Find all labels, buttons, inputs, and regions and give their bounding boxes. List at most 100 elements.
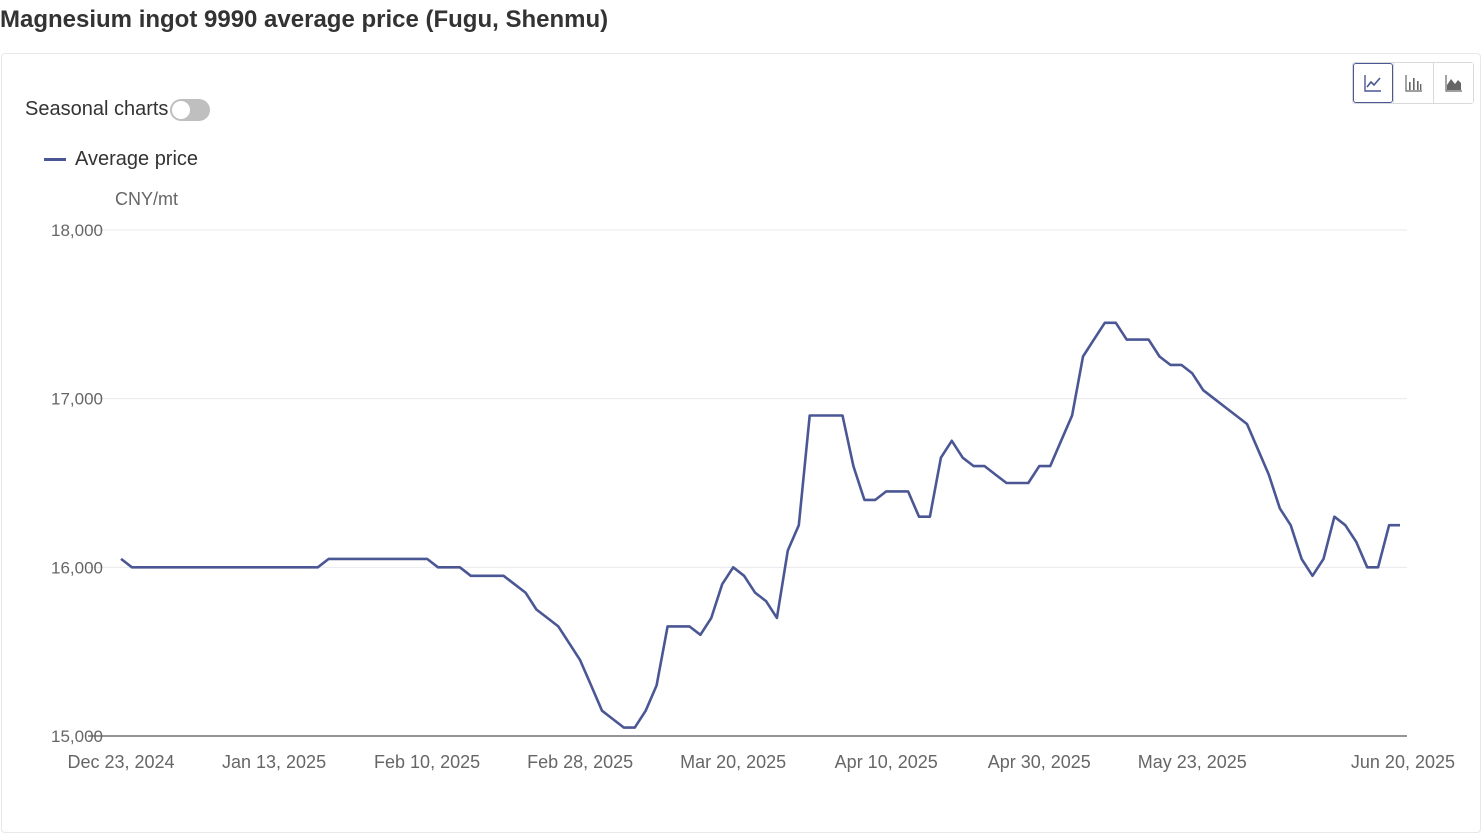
data-point[interactable] <box>643 708 649 714</box>
data-point[interactable] <box>555 623 561 629</box>
data-point[interactable] <box>260 564 266 570</box>
data-point[interactable] <box>938 455 944 461</box>
data-point[interactable] <box>916 514 922 520</box>
data-point[interactable] <box>380 556 386 562</box>
data-point[interactable] <box>1233 413 1239 419</box>
data-point[interactable] <box>271 564 277 570</box>
data-point[interactable] <box>960 455 966 461</box>
data-point[interactable] <box>533 607 539 613</box>
data-point[interactable] <box>435 564 441 570</box>
data-point[interactable] <box>1080 354 1086 360</box>
data-point[interactable] <box>326 556 332 562</box>
seasonal-charts-toggle[interactable] <box>170 98 211 121</box>
data-point[interactable] <box>304 564 310 570</box>
data-point[interactable] <box>1244 421 1250 427</box>
data-point[interactable] <box>369 556 375 562</box>
data-point[interactable] <box>763 598 769 604</box>
data-point[interactable] <box>1211 396 1217 402</box>
data-point[interactable] <box>129 564 135 570</box>
data-point[interactable] <box>391 556 397 562</box>
data-point[interactable] <box>894 488 900 494</box>
data-point[interactable] <box>818 413 824 419</box>
data-point[interactable] <box>173 564 179 570</box>
data-point[interactable] <box>1386 522 1392 528</box>
data-point[interactable] <box>1277 505 1283 511</box>
data-point[interactable] <box>588 682 594 688</box>
data-point[interactable] <box>1036 463 1042 469</box>
data-point[interactable] <box>577 657 583 663</box>
data-point[interactable] <box>1124 337 1130 343</box>
data-point[interactable] <box>993 472 999 478</box>
data-point[interactable] <box>697 632 703 638</box>
data-point[interactable] <box>151 564 157 570</box>
data-point[interactable] <box>1397 522 1403 528</box>
data-point[interactable] <box>479 573 485 579</box>
data-point[interactable] <box>184 564 190 570</box>
data-point[interactable] <box>686 623 692 629</box>
data-point[interactable] <box>654 682 660 688</box>
data-point[interactable] <box>1102 320 1108 326</box>
data-point[interactable] <box>599 708 605 714</box>
data-point[interactable] <box>1299 556 1305 562</box>
data-point[interactable] <box>1288 522 1294 528</box>
data-point[interactable] <box>490 573 496 579</box>
data-point[interactable] <box>315 564 321 570</box>
data-point[interactable] <box>457 564 463 570</box>
data-point[interactable] <box>348 556 354 562</box>
data-point[interactable] <box>1310 573 1316 579</box>
data-point[interactable] <box>140 564 146 570</box>
data-point[interactable] <box>1331 514 1337 520</box>
data-point[interactable] <box>206 564 212 570</box>
data-point[interactable] <box>840 413 846 419</box>
data-point[interactable] <box>195 564 201 570</box>
data-point[interactable] <box>861 497 867 503</box>
data-point[interactable] <box>872 497 878 503</box>
data-point[interactable] <box>1025 480 1031 486</box>
data-point[interactable] <box>774 615 780 621</box>
data-point[interactable] <box>949 438 955 444</box>
data-point[interactable] <box>359 556 365 562</box>
data-point[interactable] <box>1342 522 1348 528</box>
data-point[interactable] <box>337 556 343 562</box>
data-point[interactable] <box>752 590 758 596</box>
data-point[interactable] <box>796 522 802 528</box>
data-point[interactable] <box>544 615 550 621</box>
data-point[interactable] <box>468 573 474 579</box>
data-point[interactable] <box>1178 362 1184 368</box>
area-chart-button[interactable] <box>1433 63 1473 103</box>
data-point[interactable] <box>162 564 168 570</box>
data-point[interactable] <box>1047 463 1053 469</box>
data-point[interactable] <box>982 463 988 469</box>
data-point[interactable] <box>1167 362 1173 368</box>
data-point[interactable] <box>1146 337 1152 343</box>
data-point[interactable] <box>1364 564 1370 570</box>
data-point[interactable] <box>118 556 124 562</box>
data-point[interactable] <box>785 548 791 554</box>
data-point[interactable] <box>850 463 856 469</box>
data-point[interactable] <box>1069 413 1075 419</box>
data-point[interactable] <box>512 581 518 587</box>
data-point[interactable] <box>1091 337 1097 343</box>
data-point[interactable] <box>1200 387 1206 393</box>
data-point[interactable] <box>1222 404 1228 410</box>
data-point[interactable] <box>621 725 627 731</box>
data-point[interactable] <box>249 564 255 570</box>
data-point[interactable] <box>1058 438 1064 444</box>
data-point[interactable] <box>1113 320 1119 326</box>
data-point[interactable] <box>905 488 911 494</box>
data-point[interactable] <box>1255 446 1261 452</box>
data-point[interactable] <box>227 564 233 570</box>
data-point[interactable] <box>829 413 835 419</box>
data-point[interactable] <box>971 463 977 469</box>
bar-chart-button[interactable] <box>1393 63 1433 103</box>
data-point[interactable] <box>216 564 222 570</box>
data-point[interactable] <box>1353 539 1359 545</box>
data-point[interactable] <box>1135 337 1141 343</box>
data-point[interactable] <box>610 716 616 722</box>
data-point[interactable] <box>402 556 408 562</box>
data-point[interactable] <box>282 564 288 570</box>
data-point[interactable] <box>424 556 430 562</box>
data-point[interactable] <box>741 573 747 579</box>
data-point[interactable] <box>676 623 682 629</box>
data-point[interactable] <box>1266 472 1272 478</box>
